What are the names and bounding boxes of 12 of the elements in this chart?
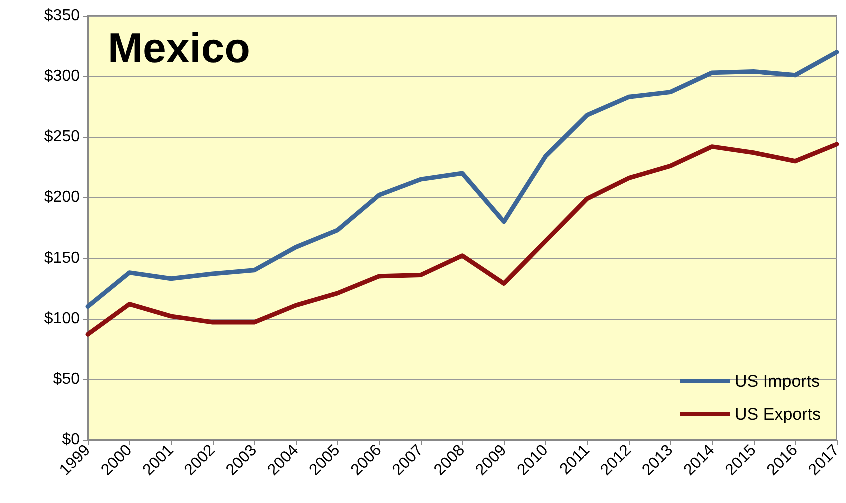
- y-tick-label: $200: [44, 189, 80, 206]
- y-tick-label: $100: [44, 310, 80, 328]
- line-series: [86, 142, 840, 337]
- y-tick-label: $50: [53, 370, 80, 388]
- y-tick-label: $300: [44, 68, 80, 86]
- chart-title: Mexico: [108, 24, 250, 72]
- y-tick-label: $250: [44, 128, 80, 146]
- y-tick-label: $0: [62, 432, 80, 448]
- legend-label: US Imports: [735, 372, 820, 391]
- y-tick-label: $150: [44, 250, 80, 267]
- legend-label: US Exports: [735, 405, 822, 424]
- y-tick-label: $350: [44, 8, 80, 24]
